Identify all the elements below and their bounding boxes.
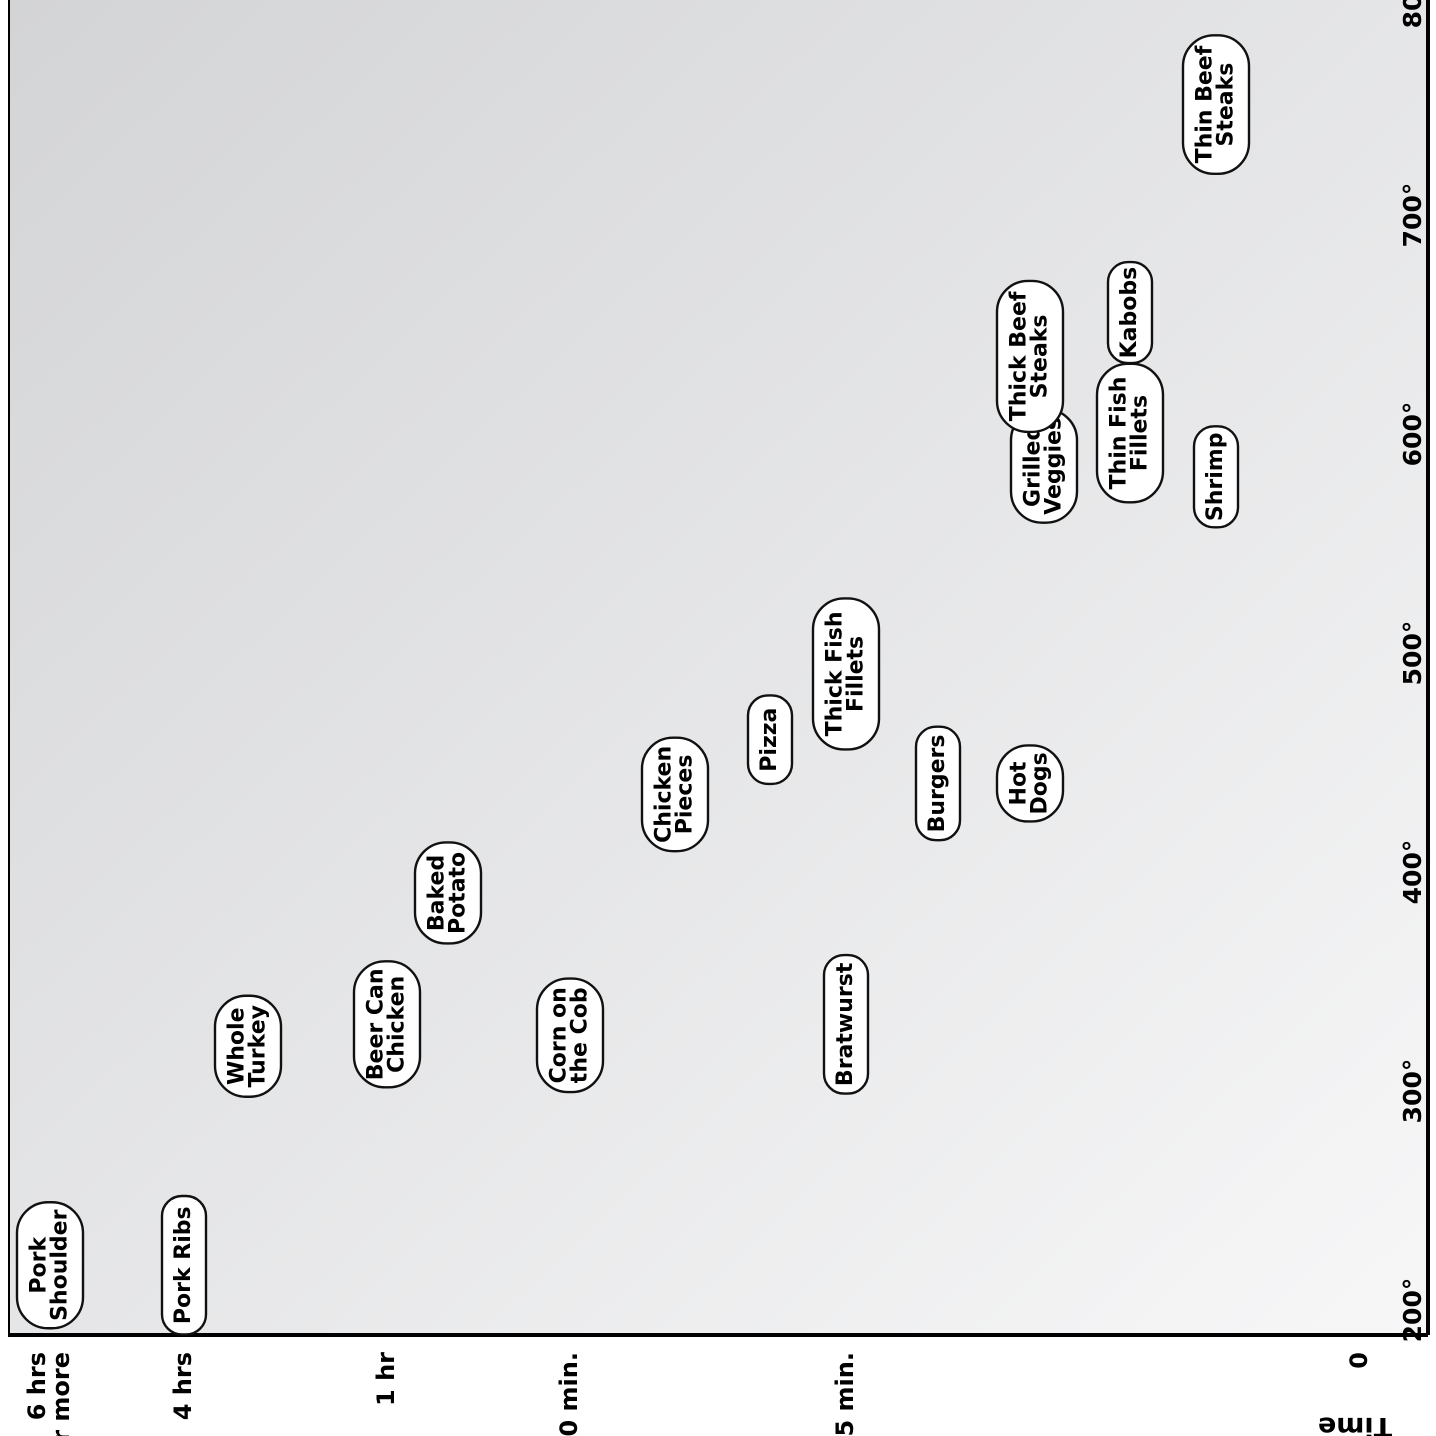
point-pork-shoulder-label-line2: Shoulder [48,1209,73,1320]
point-thick-beef-steaks-label-line2: Steaks [1028,314,1053,398]
point-pork-ribs-label: Pork Ribs [171,1206,196,1324]
x-tick-1-hr: 1 hr [372,1352,400,1406]
y-tick-800: 800° [1398,0,1427,28]
point-burgers-label: Burgers [925,734,950,832]
point-baked-potato-pill [413,841,483,945]
point-shrimp-label: Shrimp [1203,433,1228,522]
point-thick-fish-fillets-pill [811,597,881,751]
point-pork-shoulder-pill [15,1201,85,1330]
y-tick-700: 700° [1398,183,1427,248]
point-beer-can-chicken-pill [352,960,422,1089]
x-tick-6-hrs-or-more-line2: or more [47,1352,75,1436]
x-tick-4-hrs: 4 hrs [169,1352,197,1420]
point-whole-turkey-pill [213,994,283,1098]
point-pork-ribs: Pork Ribs [160,1194,208,1336]
point-kabobs-label: Kabobs [1117,267,1142,359]
point-pizza: Pizza [746,694,794,786]
point-chicken-pieces-label-line1: Chicken [652,746,677,843]
point-pork-shoulder-label-line1: Pork [27,1236,52,1294]
point-shrimp-pill [1192,425,1240,529]
y-tick-300: 300° [1398,1059,1427,1124]
y-tick-600: 600° [1398,402,1427,467]
point-baked-potato-label-line2: Potato [446,852,471,934]
point-thin-beef-steaks-label-line2: Steaks [1214,63,1239,147]
point-corn-on-the-cob-label-line2: the Cob [568,987,593,1083]
point-burgers-pill [914,725,962,842]
point-bratwurst-label: Bratwurst [833,962,858,1086]
y-tick-500: 500° [1398,621,1427,686]
point-baked-potato-label-line1: Baked [425,855,450,931]
point-shrimp: Shrimp [1192,425,1240,529]
point-thin-fish-fillets-label-line1: Thin Fish [1107,377,1132,490]
point-corn-on-the-cob-label-line1: Corn on [547,987,572,1083]
point-burgers: Burgers [914,725,962,842]
point-whole-turkey-label-line2: Turkey [246,1005,271,1087]
point-grilled-veggies-label-line2: Veggies [1042,417,1067,515]
point-pizza-label: Pizza [757,708,782,772]
point-pork-ribs-pill [160,1194,208,1336]
x-tick-6-hrs-or-more-line1: 6 hrs [23,1352,51,1420]
point-thin-beef-steaks-pill [1181,34,1251,175]
x-tick-30-min: 30 min. [555,1352,583,1436]
point-kabobs: Kabobs [1106,260,1154,365]
point-thin-fish-fillets-pill [1095,362,1165,504]
x-axis-title: Time [1318,1411,1392,1436]
point-thick-beef-steaks-pill [995,279,1065,434]
point-thin-beef-steaks-label-line1: Thin Beef [1193,45,1218,163]
point-thick-fish-fillets-label-line2: Fillets [844,636,869,712]
point-thin-fish-fillets-label-line2: Fillets [1128,395,1153,471]
point-grilled-veggies-label-line1: Grilled [1021,425,1046,507]
point-bratwurst-pill [822,953,870,1095]
x-tick-15-min: 15 min. [831,1352,859,1436]
point-hot-dogs-label-line1: Hot [1007,761,1032,806]
point-beer-can-chicken-label-line1: Beer Can [364,968,389,1080]
y-tick-200: 200° [1398,1278,1427,1343]
point-beer-can-chicken-label-line2: Chicken [385,976,410,1073]
point-hot-dogs-pill [995,744,1065,823]
point-thick-fish-fillets-label-line1: Thick Fish [823,612,848,737]
point-chicken-pieces-pill [640,736,710,853]
point-chicken-pieces-label-line2: Pieces [673,755,698,835]
y-tick-400: 400° [1398,840,1427,905]
x-tick-0: 0 [1345,1352,1373,1369]
point-corn-on-the-cob-pill [535,977,605,1094]
plot-area [8,0,1428,1335]
point-bratwurst: Bratwurst [822,953,870,1095]
temperature-tick-labels: 200° 300° 400° 500° 600° 700° 800° [1398,0,1427,1342]
point-thick-beef-steaks-label-line1: Thick Beef [1007,291,1032,421]
point-whole-turkey-label-line1: Whole [225,1007,250,1085]
point-hot-dogs-label-line2: Dogs [1028,752,1053,814]
point-pizza-pill [746,694,794,786]
